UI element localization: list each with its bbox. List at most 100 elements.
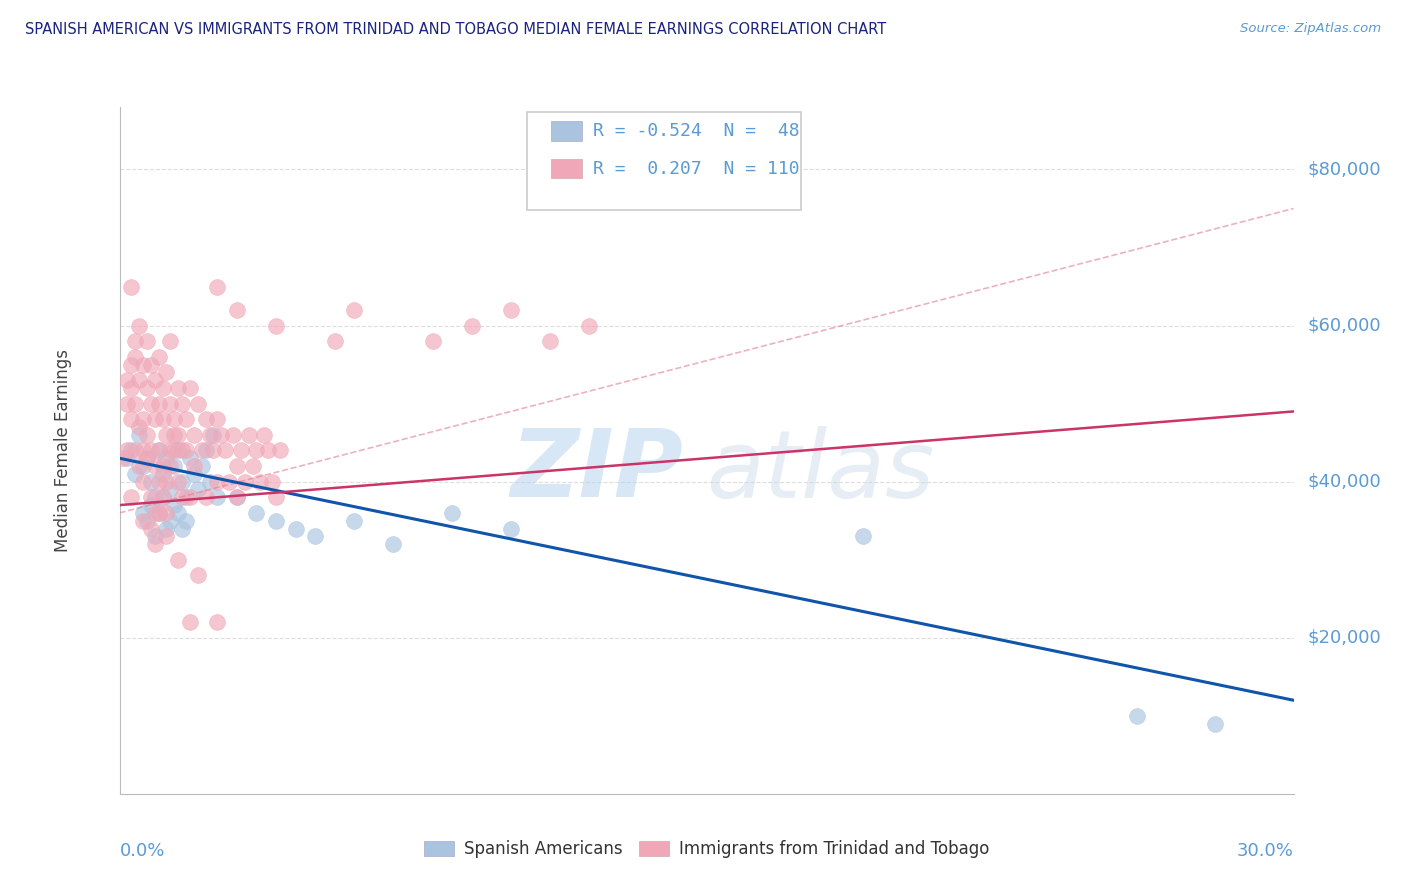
Point: [124, 350, 146, 364]
Point: [159, 334, 181, 349]
Point: [225, 490, 249, 504]
Point: [225, 303, 249, 318]
Point: [163, 443, 186, 458]
Point: [172, 443, 194, 458]
Point: [132, 514, 155, 528]
Point: [163, 412, 186, 426]
Point: [174, 443, 197, 458]
Point: [152, 467, 174, 481]
Point: [194, 412, 217, 426]
Point: [422, 334, 444, 349]
Point: [124, 467, 146, 481]
Point: [112, 451, 135, 466]
Point: [499, 303, 522, 318]
Point: [190, 458, 212, 473]
Point: [155, 451, 177, 466]
Point: [209, 427, 232, 442]
Point: [183, 467, 205, 481]
Point: [852, 529, 875, 543]
Point: [135, 451, 157, 466]
Point: [1126, 708, 1149, 723]
Point: [198, 475, 221, 489]
Text: $20,000: $20,000: [1308, 629, 1381, 647]
Point: [117, 396, 139, 410]
Point: [343, 514, 366, 528]
Point: [143, 506, 166, 520]
Point: [155, 529, 177, 543]
Point: [187, 396, 209, 410]
Point: [139, 521, 162, 535]
Point: [253, 427, 276, 442]
Point: [143, 529, 166, 543]
Point: [499, 521, 522, 535]
Point: [148, 350, 170, 364]
Point: [159, 443, 181, 458]
Text: Median Female Earnings: Median Female Earnings: [55, 349, 72, 552]
Point: [139, 475, 162, 489]
Point: [183, 458, 205, 473]
Point: [245, 443, 267, 458]
Point: [163, 458, 186, 473]
Point: [163, 498, 186, 512]
Point: [148, 475, 170, 489]
Point: [172, 396, 194, 410]
Point: [262, 475, 284, 489]
Point: [155, 475, 177, 489]
Point: [135, 334, 157, 349]
Point: [382, 537, 405, 551]
Point: [174, 514, 197, 528]
Point: [148, 506, 170, 520]
Point: [222, 427, 245, 442]
Point: [155, 366, 177, 380]
Point: [198, 427, 221, 442]
Text: $80,000: $80,000: [1308, 161, 1381, 178]
Point: [214, 443, 236, 458]
Point: [1204, 716, 1226, 731]
Point: [538, 334, 561, 349]
Point: [120, 443, 142, 458]
Point: [225, 458, 249, 473]
Point: [159, 396, 181, 410]
Legend: Spanish Americans, Immigrants from Trinidad and Tobago: Spanish Americans, Immigrants from Trini…: [418, 833, 995, 864]
Point: [139, 358, 162, 372]
Point: [152, 490, 174, 504]
Point: [167, 427, 190, 442]
Point: [207, 475, 229, 489]
Point: [124, 334, 146, 349]
Point: [238, 427, 260, 442]
Point: [148, 443, 170, 458]
Point: [167, 506, 190, 520]
Point: [159, 458, 181, 473]
Point: [124, 396, 146, 410]
Point: [174, 490, 197, 504]
Point: [257, 443, 280, 458]
Point: [135, 514, 157, 528]
Point: [155, 427, 177, 442]
Point: [148, 443, 170, 458]
Point: [135, 381, 157, 395]
Point: [132, 506, 155, 520]
Point: [179, 490, 201, 504]
Point: [128, 318, 150, 333]
Point: [152, 412, 174, 426]
Point: [152, 381, 174, 395]
Point: [139, 396, 162, 410]
Point: [132, 412, 155, 426]
Point: [207, 279, 229, 293]
Point: [207, 615, 229, 630]
Point: [139, 443, 162, 458]
Point: [174, 412, 197, 426]
Point: [194, 443, 217, 458]
Point: [187, 483, 209, 497]
Point: [143, 412, 166, 426]
Text: 30.0%: 30.0%: [1237, 842, 1294, 860]
Text: R = -0.524  N =  48: R = -0.524 N = 48: [593, 122, 800, 140]
Point: [155, 506, 177, 520]
Point: [135, 427, 157, 442]
Point: [179, 381, 201, 395]
Point: [207, 490, 229, 504]
Point: [264, 318, 287, 333]
Point: [117, 373, 139, 387]
Point: [139, 490, 162, 504]
Point: [120, 279, 142, 293]
